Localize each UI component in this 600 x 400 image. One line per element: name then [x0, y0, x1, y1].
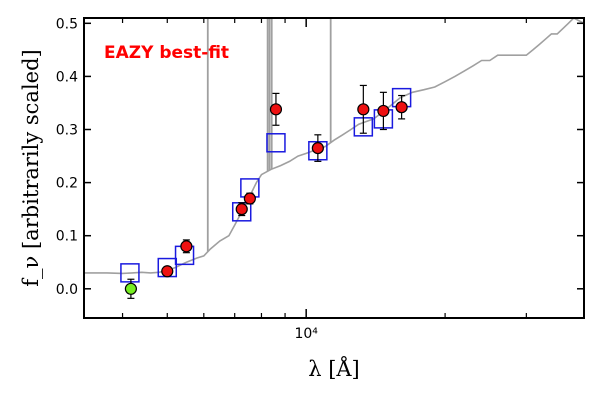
- y-tick-label: 0.3: [56, 123, 78, 139]
- y-axis-label: f_ν [arbitrarily scaled]: [19, 49, 43, 286]
- plot-frame: [83, 17, 585, 319]
- y-tick-label: 0.0: [56, 282, 78, 298]
- points-layer: [124, 101, 408, 295]
- model-flux-box: [120, 263, 140, 283]
- y-tick-label: 0.4: [56, 69, 78, 85]
- y-tick-label: 0.5: [56, 16, 78, 32]
- observed-flux-point: [377, 104, 390, 118]
- ticks-layer: 0.0 0.1 0.2 0.3 0.4 0.5 10⁴: [56, 16, 584, 342]
- x-axis-label: λ [Å]: [308, 356, 360, 381]
- annotation-label: EAZY best-fit: [104, 43, 229, 63]
- x-tick-label: 10⁴: [294, 326, 318, 342]
- observed-flux-point: [235, 203, 248, 216]
- y-tick-label: 0.1: [56, 229, 78, 245]
- observed-flux-point: [161, 265, 174, 278]
- observed-flux-point: [180, 240, 193, 253]
- non-detection-point: [124, 282, 137, 295]
- observed-flux-point: [269, 103, 283, 116]
- observed-flux-point: [357, 103, 370, 116]
- model-boxes-layer: [120, 87, 412, 283]
- y-tick-label: 0.2: [56, 176, 78, 192]
- template-spectrum-line: [84, 18, 584, 275]
- observed-flux-point: [395, 101, 408, 114]
- observed-flux-point: [243, 192, 256, 205]
- model-flux-box: [266, 133, 286, 153]
- observed-flux-point: [311, 141, 324, 155]
